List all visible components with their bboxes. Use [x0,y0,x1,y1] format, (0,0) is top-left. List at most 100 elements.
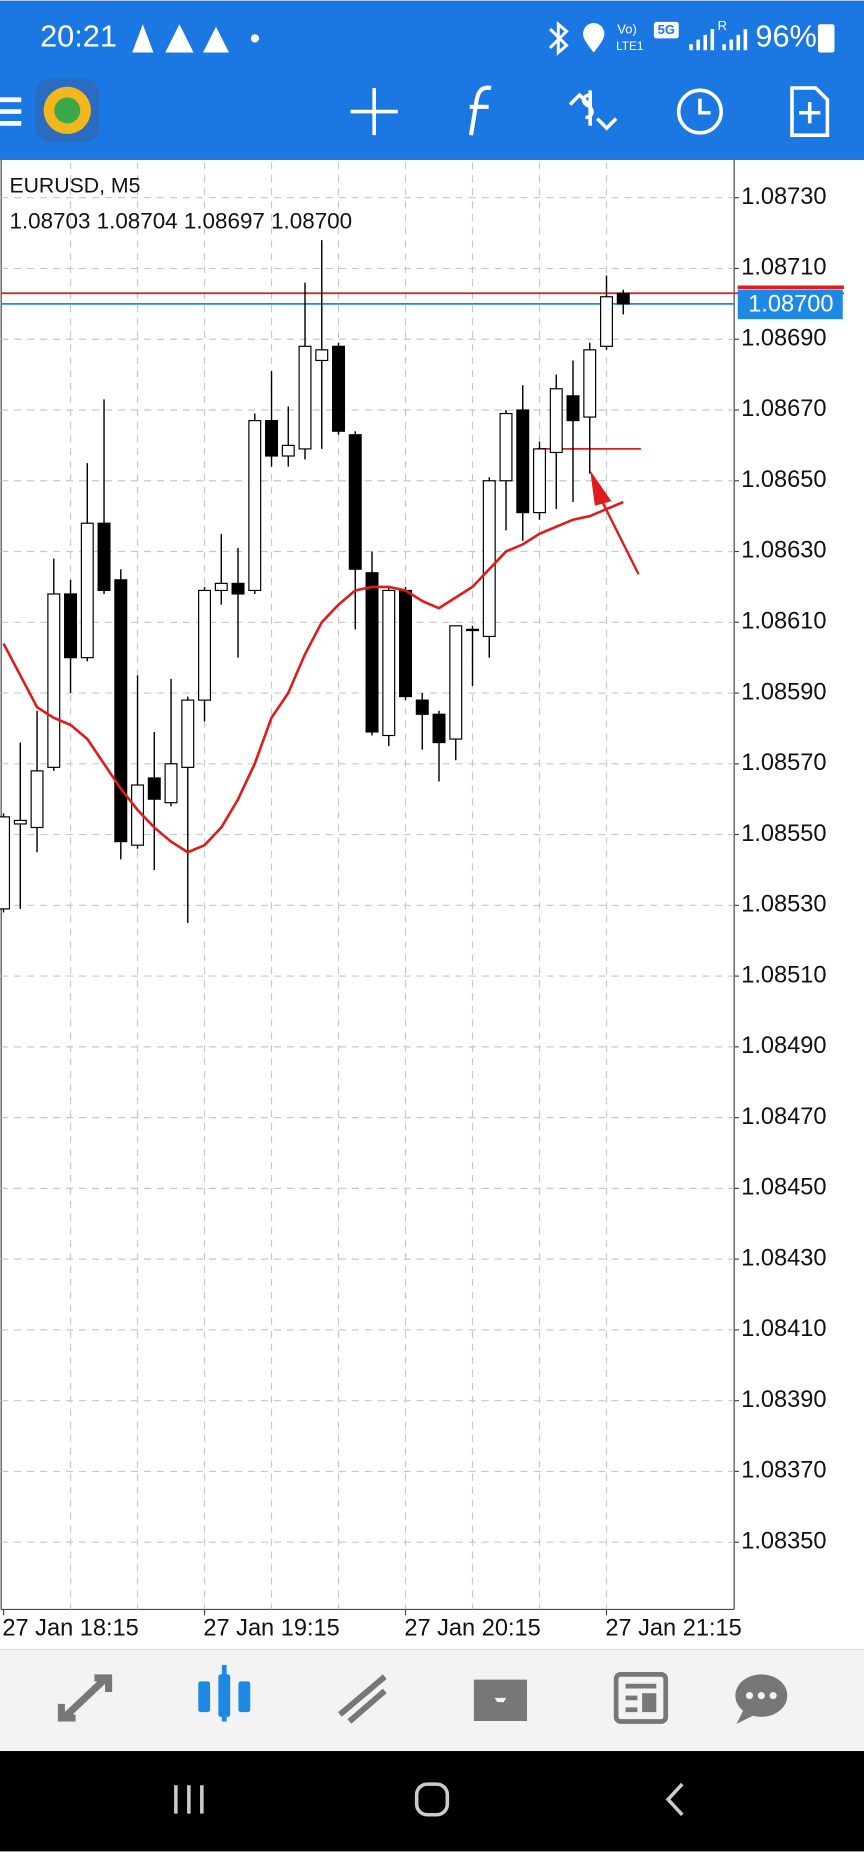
candle-body [415,699,429,715]
indicators-button[interactable] [468,85,492,136]
moving-average [2,500,624,854]
back-button[interactable] [665,1782,684,1816]
5g-badge [653,21,679,39]
candle-body [0,816,11,910]
bottom-nav [0,1649,864,1752]
candle-body [449,625,463,740]
candle-body [399,589,413,698]
chart-title: EURUSD, M5 [9,174,140,198]
recents-button[interactable] [174,1785,204,1814]
candle-body [47,593,61,768]
candle-body [147,777,161,800]
candle-body [114,579,128,843]
chart-tab[interactable] [198,1664,251,1722]
candle-body [231,582,245,595]
candle-body [533,448,546,514]
y-tick-label: 1.08390 [741,1387,826,1413]
candle-body [248,420,262,592]
battery-level: 96% [755,19,816,54]
candle-body [466,628,480,632]
y-tick-label: 1.08350 [741,1528,826,1554]
x-tick-label: 27 Jan 21:15 [605,1616,741,1642]
chat-tab[interactable] [735,1674,788,1724]
trade-tab[interactable] [338,1674,387,1724]
candle-body [164,763,178,804]
y-tick-label: 1.08410 [741,1316,826,1342]
candle-body [97,522,111,592]
candle-body [583,349,597,418]
app-logo[interactable] [35,78,100,143]
y-tick-label: 1.08570 [741,750,826,776]
menu-button[interactable] [0,97,22,126]
home-button[interactable] [414,1782,450,1817]
y-tick-label: 1.08690 [741,325,826,351]
new-order-button[interactable] [790,86,830,137]
axes: 1.08730 1.08710 1.08690 1.08670 1.08650 1.086… [2,184,844,1642]
candle-body [214,582,228,592]
volte: Vo) [617,22,636,37]
ohlc-values: 1.08703 1.08704 1.08697 1.08700 [9,208,352,233]
y-tick-label: 1.08470 [741,1104,826,1130]
bid-label: 1.08700 [748,291,833,317]
y-tick-label: 1.08730 [741,184,826,210]
history-tab[interactable] [473,1679,528,1721]
candle-body [600,296,613,347]
candle-body [549,388,563,454]
news-tab[interactable] [613,1671,669,1724]
candle-body [198,589,212,701]
quotes-tab[interactable] [57,1674,113,1722]
candle-body [315,349,329,362]
candle-body [616,292,630,305]
battery-icon [817,24,835,53]
system-nav [0,1751,864,1852]
candle-body [13,819,27,825]
top-bar [0,0,864,160]
dot [250,34,260,43]
y-tick-label: 1.08630 [741,538,826,564]
status-time: 20:21 [40,19,117,54]
arrow-head [590,470,612,506]
notification-icons [132,24,229,53]
candle-body [499,412,513,482]
candle-body [281,444,295,457]
candle-body [482,480,496,638]
candle-body [265,420,279,457]
y-tick-label: 1.08370 [741,1458,826,1484]
grid [1,162,735,1610]
candle-body [332,345,346,432]
crosshair-button[interactable] [350,87,398,136]
bid-label-box [737,289,843,320]
candle-body [365,572,379,733]
y-tick-label: 1.08430 [741,1245,826,1271]
y-tick-label: 1.08670 [741,396,826,422]
candle-body [30,770,44,829]
candle-body [298,345,312,450]
lte: LTE1 [616,39,643,53]
y-tick-label: 1.08550 [741,821,826,847]
candle-body [382,589,396,737]
roaming: R [718,18,727,33]
y-tick-label: 1.08510 [741,962,826,988]
signal-icon [689,28,748,51]
x-tick-label: 27 Jan 19:15 [203,1616,339,1642]
y-tick-label: 1.08490 [741,1033,826,1059]
candle-body [516,409,530,514]
candle-body [64,593,78,659]
y-tick-label: 1.08650 [741,467,826,493]
y-tick-label: 1.08610 [741,609,826,635]
timeframe-button[interactable] [676,88,723,135]
candle-body [566,395,580,422]
x-tick-label: 27 Jan 20:15 [404,1616,540,1642]
candle-body [80,522,94,659]
arrow-shaft [600,500,640,575]
candle-body [432,713,446,744]
symbols-button[interactable] [568,90,618,131]
network: 5G [658,22,675,37]
candle-body [181,699,195,768]
x-tick-label: 27 Jan 18:15 [2,1616,138,1642]
y-tick-label: 1.08530 [741,892,826,918]
y-tick-label: 1.08450 [741,1175,826,1201]
y-tick-label: 1.08710 [741,255,826,281]
